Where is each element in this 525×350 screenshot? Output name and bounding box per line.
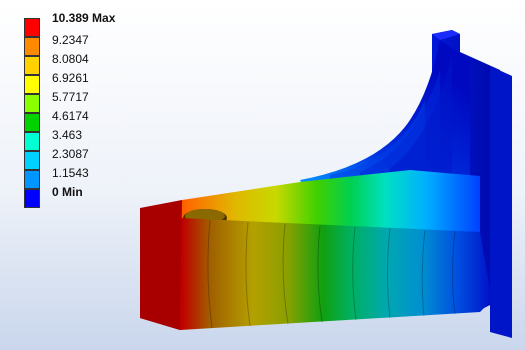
wall-plate-edge (490, 66, 512, 338)
legend-swatch (24, 56, 40, 75)
contour-legend: 10.389 Max 9.2347 8.0804 6.9261 5.7717 4… (12, 8, 162, 238)
legend-swatch-max (24, 18, 40, 37)
legend-label: 2.3087 (52, 147, 89, 161)
legend-label: 4.6174 (52, 109, 89, 123)
legend-swatch (24, 75, 40, 94)
legend-swatch (24, 94, 40, 113)
legend-swatch (24, 113, 40, 132)
legend-swatch (24, 170, 40, 189)
legend-label: 5.7717 (52, 90, 89, 104)
legend-swatch (24, 151, 40, 170)
legend-label: 3.463 (52, 128, 83, 142)
legend-swatch (24, 132, 40, 151)
legend-label-max: 10.389 Max (52, 11, 116, 25)
block-end-face (140, 200, 182, 330)
wall-plate-top (432, 30, 460, 40)
legend-label: 9.2347 (52, 33, 89, 47)
legend-label: 6.9261 (52, 71, 89, 85)
block-front-face (140, 208, 492, 330)
legend-swatch-min (24, 189, 40, 208)
legend-label: 8.0804 (52, 52, 89, 66)
legend-label: 1.1543 (52, 166, 89, 180)
legend-label-min: 0 Min (52, 185, 83, 199)
contour-lines (207, 219, 456, 329)
legend-swatch (24, 37, 40, 56)
